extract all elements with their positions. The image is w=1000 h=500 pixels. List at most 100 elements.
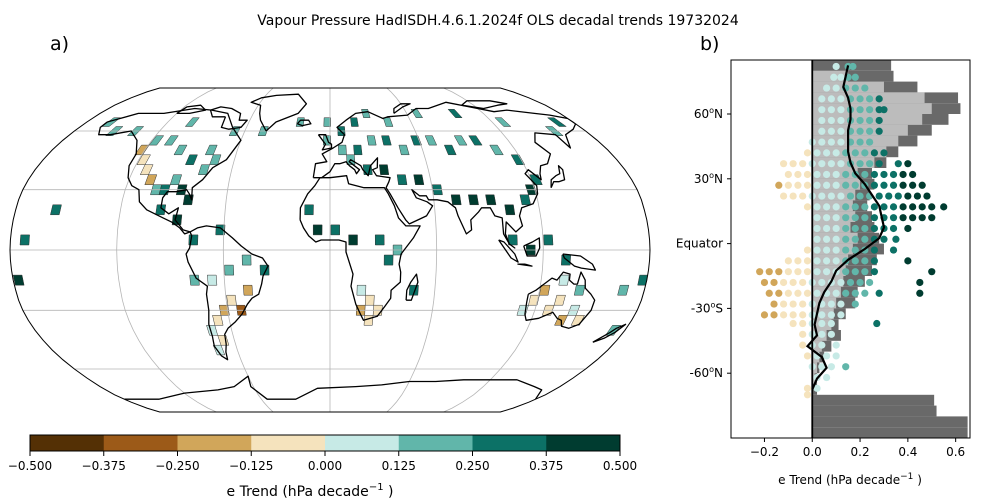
trend-point xyxy=(856,192,864,200)
trend-cell xyxy=(241,254,252,266)
trend-point xyxy=(803,257,812,265)
coverage-bar-light xyxy=(812,222,851,233)
trend-point xyxy=(799,330,807,338)
trend-point xyxy=(851,214,859,222)
trend-point xyxy=(861,170,869,179)
trend-point xyxy=(823,214,831,222)
trend-point xyxy=(856,106,864,114)
coastline xyxy=(562,253,597,271)
trend-point xyxy=(799,160,807,168)
trend-cell xyxy=(381,135,392,146)
trend-point xyxy=(851,300,859,308)
trend-point xyxy=(875,95,883,103)
trend-point xyxy=(818,278,826,287)
trend-cell xyxy=(323,117,331,127)
profile-y-tick-label: -60oN xyxy=(690,365,724,380)
colorbar-bin xyxy=(472,435,547,451)
trend-point xyxy=(799,300,807,308)
trend-cell xyxy=(617,284,630,296)
coverage-bar-light xyxy=(812,373,815,384)
trend-point xyxy=(827,330,835,338)
coastline xyxy=(98,107,242,235)
coverage-bar-light xyxy=(812,276,844,287)
profile-x-axis: −0.2 0.0 0.2 0.4 0.6 xyxy=(750,438,965,459)
trend-point xyxy=(794,181,802,189)
trend-point xyxy=(823,181,831,189)
trend-point xyxy=(870,149,879,157)
trend-point xyxy=(799,278,807,287)
trend-cell xyxy=(204,144,218,156)
colorbar-tick-label: −0.250 xyxy=(155,459,199,473)
trend-point xyxy=(918,203,926,211)
trend-point xyxy=(827,95,835,103)
trend-point xyxy=(823,268,831,276)
trend-point xyxy=(866,106,874,114)
trend-point xyxy=(794,268,802,276)
trend-point xyxy=(849,62,857,71)
trend-point xyxy=(866,138,874,146)
trend-cell xyxy=(413,174,425,185)
coastline xyxy=(524,271,596,329)
trend-point xyxy=(889,181,898,189)
trend-cell xyxy=(510,154,526,165)
trend-grid-cells xyxy=(12,109,649,356)
trend-point xyxy=(880,181,888,189)
coastline xyxy=(185,225,269,361)
trend-point xyxy=(842,214,850,222)
trend-point xyxy=(827,160,835,168)
trend-point xyxy=(813,246,821,254)
coastline xyxy=(312,101,577,249)
trend-point xyxy=(832,246,840,254)
trend-point xyxy=(837,95,845,103)
trend-point xyxy=(851,181,859,189)
colorbar-label: e Trend (hPa decade−1 ) xyxy=(227,482,394,500)
colorbar-bin xyxy=(325,435,400,451)
trend-point xyxy=(892,235,900,243)
trend-cell xyxy=(353,144,363,156)
trend-cell xyxy=(570,315,585,326)
trend-point xyxy=(789,160,797,168)
trend-point xyxy=(913,192,922,200)
trend-point xyxy=(813,170,821,179)
trend-point xyxy=(851,246,859,254)
trend-point xyxy=(823,246,831,254)
trend-point xyxy=(856,278,864,287)
trend-point xyxy=(909,181,917,189)
trend-cell xyxy=(573,284,586,296)
coastline xyxy=(124,375,543,400)
trend-cell xyxy=(50,204,62,216)
trend-point xyxy=(899,170,907,179)
trend-point xyxy=(856,116,864,125)
trend-cell xyxy=(356,284,367,296)
trend-point xyxy=(889,246,898,254)
trend-point xyxy=(784,181,792,189)
trend-point xyxy=(803,246,812,254)
trend-point xyxy=(827,106,835,114)
trend-point xyxy=(846,278,855,287)
trend-cell xyxy=(553,294,566,306)
trend-point xyxy=(789,300,797,308)
trend-cell xyxy=(453,135,468,146)
colorbar-bin xyxy=(30,435,105,451)
trend-point xyxy=(813,257,821,265)
coverage-bar-light xyxy=(812,340,822,352)
trend-point xyxy=(818,330,826,338)
coverage-bar-dark xyxy=(812,394,935,406)
trend-point xyxy=(875,192,883,200)
trend-cell xyxy=(504,204,516,216)
trend-point xyxy=(799,341,807,349)
colorbar-tick-label: −0.375 xyxy=(82,459,126,473)
trend-cell xyxy=(546,117,567,127)
trend-point xyxy=(875,116,883,125)
trend-point xyxy=(827,127,835,135)
trend-cell xyxy=(494,117,512,127)
trend-point xyxy=(823,235,831,243)
trend-cell xyxy=(424,135,438,146)
trend-point xyxy=(916,278,924,287)
trend-point xyxy=(870,268,879,276)
trend-point xyxy=(760,311,769,319)
trend-point xyxy=(830,73,838,81)
trend-point xyxy=(770,300,778,308)
trend-point xyxy=(870,170,879,179)
colorbar-ticks: −0.500 −0.375 −0.250 −0.125 0.000 0.125 0.250 0… xyxy=(8,451,637,473)
